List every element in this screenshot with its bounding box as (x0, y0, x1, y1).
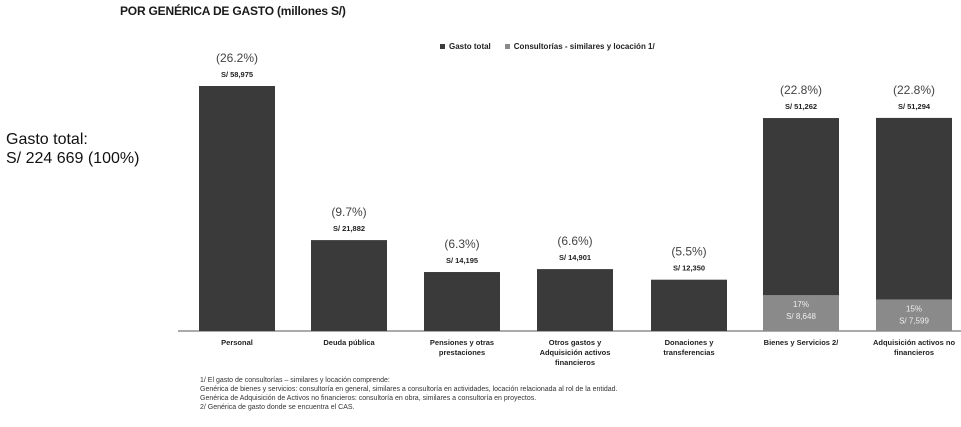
consultorias-value-label-5: S/ 8,648 (786, 312, 816, 321)
category-label-5-0: Bienes y Servicios 2/ (764, 338, 840, 347)
bar-total-4 (651, 279, 727, 331)
legend-label-total: Gasto total (449, 42, 491, 51)
bar-value-label-6: S/ 51,294 (898, 102, 931, 111)
category-label-4-0: Donaciones y (665, 338, 715, 347)
category-label-0-0: Personal (221, 338, 253, 347)
bar-share-label-1: (9.7%) (331, 205, 366, 219)
bar-consultorias-6 (876, 299, 952, 331)
category-label-1-0: Deuda pública (323, 338, 375, 347)
bar-consultorias-5 (763, 295, 839, 331)
category-label-3-0: Otros gastos y (549, 338, 602, 347)
bar-share-label-2: (6.3%) (444, 237, 479, 251)
bar-total-6 (876, 117, 952, 331)
footnote-2: Genérica de bienes y servicios: consulto… (200, 386, 618, 393)
bar-value-label-3: S/ 14,901 (559, 253, 591, 262)
bar-share-label-0: (26.2%) (216, 51, 258, 65)
legend-swatch-consultorias (504, 44, 510, 49)
bar-value-label-5: S/ 51,262 (785, 102, 817, 111)
category-label-3-2: financieros (555, 358, 595, 367)
bar-share-label-4: (5.5%) (671, 245, 706, 259)
bar-share-label-5: (22.8%) (780, 83, 822, 97)
legend-item-total: Gasto total (440, 42, 491, 51)
category-label-6-0: Adquisición activos no (873, 338, 956, 347)
consultorias-value-label-6: S/ 7,599 (899, 316, 929, 325)
total-spending-caption: Gasto total: (6, 131, 88, 148)
legend-swatch-total (440, 44, 445, 49)
bar-chart: S/ 58,975 (26.2%) Personal S/ 21,882 (9.7%) D… (178, 51, 961, 367)
total-spending-value: S/ 224 669 (100%) (6, 150, 140, 167)
bar-total-0 (199, 86, 275, 331)
bar-share-label-3: (6.6%) (557, 234, 592, 248)
legend-item-consultorias: Consultorías - similares y locación 1/ (504, 42, 655, 51)
consultorias-share-label-5: 17% (793, 300, 809, 309)
category-label-6-1: financieros (894, 348, 934, 357)
category-label-2-0: Pensiones y otras (430, 338, 494, 347)
footnote-3: Genérica de Adquisición de Activos no fi… (200, 395, 537, 402)
bar-value-label-0: S/ 58,975 (221, 70, 253, 79)
total-spending-label: Gasto total: S/ 224 669 (100%) (6, 130, 139, 168)
category-label-3-1: Adquisición activos (540, 348, 611, 357)
chart-title: POR GENÉRICA DE GASTO (millones S/) (120, 4, 346, 18)
category-label-2-1: prestaciones (439, 348, 485, 357)
chart-legend: Gasto total Consultorías - similares y l… (440, 42, 655, 51)
consultorias-share-label-6: 15% (906, 304, 922, 313)
bar-value-label-2: S/ 14,195 (446, 256, 478, 265)
footnotes: 1/ El gasto de consultorías – similares … (200, 376, 618, 412)
bar-total-1 (311, 240, 387, 331)
footnote-1: 1/ El gasto de consultorías – similares … (200, 377, 390, 384)
bar-total-3 (537, 269, 613, 331)
category-label-4-1: transferencias (663, 348, 714, 357)
footnote-4: 2/ Genérica de gasto donde se encuentra … (200, 404, 355, 411)
bar-value-label-1: S/ 21,882 (333, 224, 365, 233)
bar-share-label-6: (22.8%) (893, 83, 935, 97)
bar-total-2 (424, 272, 500, 331)
bar-value-label-4: S/ 12,350 (673, 264, 705, 273)
legend-label-consultorias: Consultorías - similares y locación 1/ (513, 42, 655, 51)
